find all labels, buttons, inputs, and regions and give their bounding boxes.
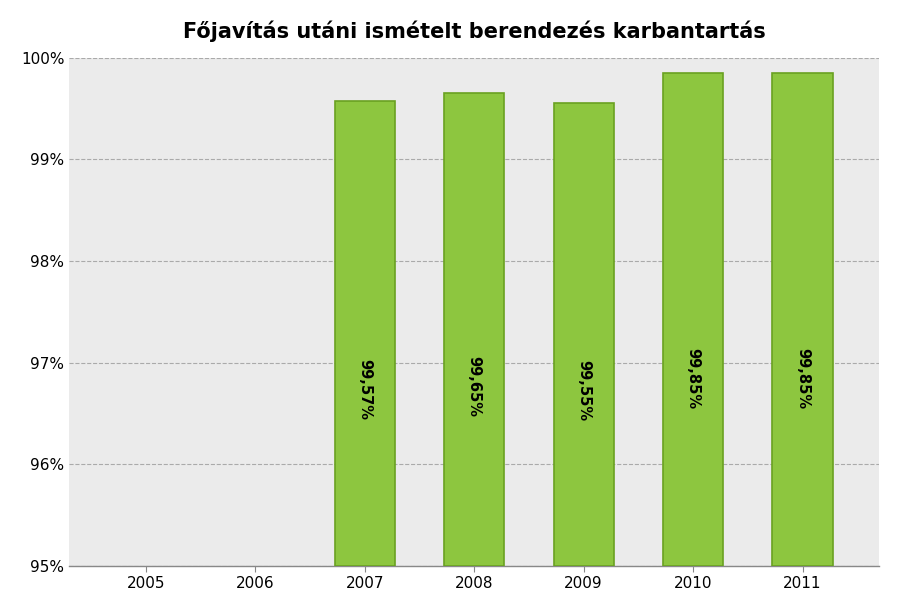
Bar <box>772 73 832 565</box>
Title: Főjavítás utáni ismételt berendezés karbantartás: Főjavítás utáni ismételt berendezés karb… <box>183 21 766 42</box>
Text: 99,57%: 99,57% <box>357 359 373 420</box>
Text: 99,65%: 99,65% <box>467 356 482 417</box>
Text: 99,85%: 99,85% <box>686 348 700 409</box>
Bar <box>335 102 395 565</box>
Bar <box>663 73 724 565</box>
Text: 99,55%: 99,55% <box>576 359 591 420</box>
Bar <box>444 94 504 565</box>
Text: 99,85%: 99,85% <box>795 348 810 409</box>
Bar <box>554 103 614 565</box>
